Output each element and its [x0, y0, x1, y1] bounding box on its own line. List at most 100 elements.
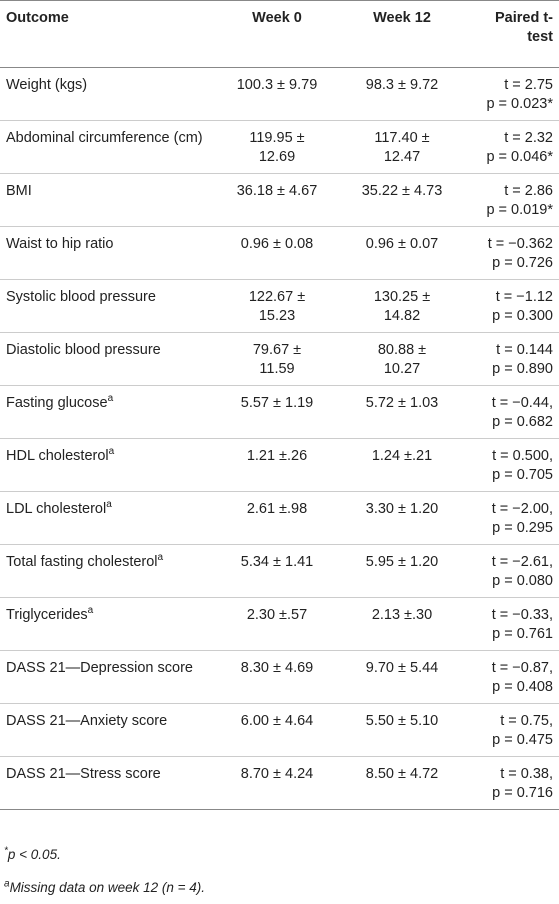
- week12-value: 5.50 ± 5.10: [365, 713, 439, 729]
- p-value: p = 0.475: [492, 732, 553, 748]
- outcome-label: LDL cholesterol: [6, 501, 107, 517]
- outcome-label: Abdominal circumference (cm): [6, 130, 203, 146]
- test-cell: t = 0.144 p = 0.890: [462, 332, 559, 386]
- test-cell: t = −2.00, p = 0.295: [462, 491, 559, 545]
- week0-cell: 8.30 ± 4.69: [212, 650, 342, 704]
- week0-cell: 5.34 ± 1.41: [212, 544, 342, 598]
- week0-value: 2.61 ±.98: [246, 501, 308, 517]
- week12-cell: 9.70 ± 5.44: [342, 650, 462, 704]
- table-row: DASS 21—Stress score 8.70 ± 4.24 8.50 ± 4.…: [0, 756, 559, 810]
- week0-cell: 6.00 ± 4.64: [212, 703, 342, 757]
- week0-value: 79.67 ± 11.59: [252, 342, 302, 377]
- footnote-marker: a: [87, 605, 94, 617]
- outcome-label: Total fasting cholesterol: [6, 554, 158, 570]
- outcome-cell: Abdominal circumference (cm): [0, 120, 212, 174]
- week12-value: 117.40 ± 12.47: [374, 130, 430, 165]
- footnote-marker: a: [157, 552, 164, 564]
- outcome-cell: Fasting glucosea: [0, 385, 212, 439]
- footnote-text: p < 0.05.: [7, 847, 61, 862]
- outcome-label: Systolic blood pressure: [6, 289, 156, 305]
- outcome-cell: DASS 21—Anxiety score: [0, 703, 212, 757]
- table-row: Waist to hip ratio 0.96 ± 0.08 0.96 ± 0.07…: [0, 226, 559, 280]
- p-value: p = 0.716: [492, 785, 553, 801]
- week0-value: 36.18 ± 4.67: [236, 183, 318, 199]
- week12-value: 35.22 ± 4.73: [361, 183, 443, 199]
- p-value: p = 0.080: [492, 573, 553, 589]
- table-row: LDL cholesterola 2.61 ±.98 3.30 ± 1.20 t = …: [0, 491, 559, 545]
- footnote-text: Missing data on week 12 (n = 4).: [9, 880, 206, 895]
- table-row: Diastolic blood pressure 79.67 ± 11.59 80.…: [0, 332, 559, 386]
- table-row: Abdominal circumference (cm) 119.95 ± 12.…: [0, 120, 559, 174]
- p-value: p = 0.890: [492, 361, 553, 377]
- table-row: Weight (kgs) 100.3 ± 9.79 98.3 ± 9.72 t = 2…: [0, 67, 559, 121]
- footnote-marker: a: [107, 393, 114, 405]
- test-cell: t = 2.86 p = 0.019*: [462, 173, 559, 227]
- test-cell: t = −1.12 p = 0.300: [462, 279, 559, 333]
- t-statistic: t = −0.44,: [491, 395, 553, 411]
- week0-cell: 79.67 ± 11.59: [212, 332, 342, 386]
- week12-cell: 5.72 ± 1.03: [342, 385, 462, 439]
- table-row: BMI 36.18 ± 4.67 35.22 ± 4.73 t = 2.86 p = 0…: [0, 173, 559, 227]
- p-value: p = 0.705: [492, 467, 553, 483]
- t-statistic: t = −0.87,: [491, 660, 553, 676]
- week12-value: 130.25 ± 14.82: [373, 289, 431, 324]
- header-cell: Outcome: [0, 0, 212, 68]
- week0-value: 0.96 ± 0.08: [240, 236, 314, 252]
- week0-value: 8.70 ± 4.24: [240, 766, 314, 782]
- week0-cell: 122.67 ± 15.23: [212, 279, 342, 333]
- header-row: Outcome Week 0 Week 12 Paired t-test: [0, 0, 559, 68]
- week12-cell: 98.3 ± 9.72: [342, 67, 462, 121]
- outcome-cell: Total fasting cholesterola: [0, 544, 212, 598]
- week0-value: 5.57 ± 1.19: [240, 395, 314, 411]
- t-statistic: t = 0.500,: [492, 448, 553, 464]
- outcome-cell: Triglyceridesa: [0, 597, 212, 651]
- test-cell: t = 2.75 p = 0.023*: [462, 67, 559, 121]
- week0-value: 2.30 ±.57: [246, 607, 308, 623]
- week12-value: 0.96 ± 0.07: [365, 236, 439, 252]
- week12-value: 1.24 ±.21: [371, 448, 433, 464]
- outcome-cell: DASS 21—Depression score: [0, 650, 212, 704]
- test-cell: t = 0.38, p = 0.716: [462, 756, 559, 810]
- t-statistic: t = 2.75: [504, 77, 553, 93]
- week12-value: 3.30 ± 1.20: [365, 501, 439, 517]
- t-statistic: t = 2.86: [504, 183, 553, 199]
- t-statistic: t = 0.75,: [500, 713, 553, 729]
- week12-cell: 130.25 ± 14.82: [342, 279, 462, 333]
- table-row: Total fasting cholesterola 5.34 ± 1.41 5.9…: [0, 544, 559, 598]
- week0-value: 1.21 ±.26: [246, 448, 308, 464]
- table-row: Triglyceridesa 2.30 ±.57 2.13 ±.30 t = −0.3…: [0, 597, 559, 651]
- week12-value: 5.95 ± 1.20: [365, 554, 439, 570]
- table-header: Outcome Week 0 Week 12 Paired t-test: [0, 0, 559, 68]
- outcome-cell: Weight (kgs): [0, 67, 212, 121]
- table-row: Systolic blood pressure 122.67 ± 15.23 130…: [0, 279, 559, 333]
- outcome-cell: HDL cholesterola: [0, 438, 212, 492]
- outcome-label: BMI: [6, 183, 32, 199]
- p-value: p = 0.295: [492, 520, 553, 536]
- week12-value: 8.50 ± 4.72: [365, 766, 439, 782]
- week12-value: 2.13 ±.30: [371, 607, 433, 623]
- p-value: p = 0.023*: [486, 96, 553, 112]
- week0-cell: 36.18 ± 4.67: [212, 173, 342, 227]
- outcome-label: Weight (kgs): [6, 77, 88, 93]
- outcome-label: DASS 21—Stress score: [6, 766, 161, 782]
- p-value: p = 0.682: [492, 414, 553, 430]
- p-value: p = 0.300: [492, 308, 553, 324]
- week0-cell: 2.61 ±.98: [212, 491, 342, 545]
- week0-value: 5.34 ± 1.41: [240, 554, 314, 570]
- week12-cell: 5.95 ± 1.20: [342, 544, 462, 598]
- outcome-cell: Diastolic blood pressure: [0, 332, 212, 386]
- week12-cell: 3.30 ± 1.20: [342, 491, 462, 545]
- p-value: p = 0.726: [492, 255, 553, 271]
- p-value: p = 0.046*: [486, 149, 553, 165]
- week12-value: 98.3 ± 9.72: [365, 77, 439, 93]
- week12-value: 9.70 ± 5.44: [365, 660, 439, 676]
- outcome-cell: BMI: [0, 173, 212, 227]
- outcome-label: Diastolic blood pressure: [6, 342, 161, 358]
- test-cell: t = −2.61, p = 0.080: [462, 544, 559, 598]
- week0-cell: 100.3 ± 9.79: [212, 67, 342, 121]
- t-statistic: t = 0.144: [496, 342, 553, 358]
- outcome-cell: Systolic blood pressure: [0, 279, 212, 333]
- outcome-label: Triglycerides: [6, 607, 88, 623]
- week12-cell: 5.50 ± 5.10: [342, 703, 462, 757]
